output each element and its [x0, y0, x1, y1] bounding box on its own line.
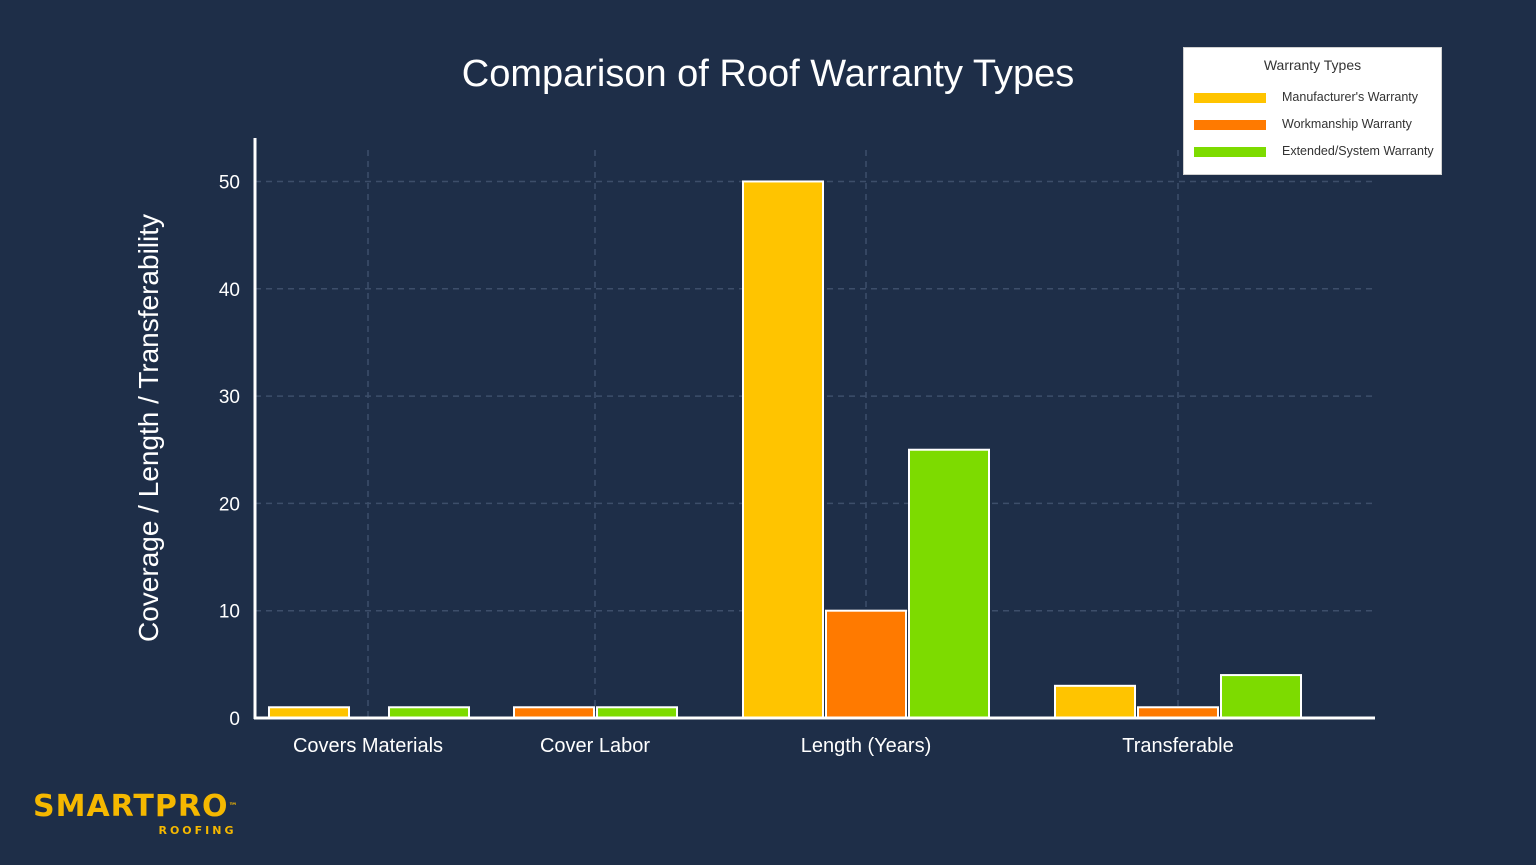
chart-title: Comparison of Roof Warranty Types: [462, 53, 1074, 95]
legend: Warranty Types Manufacturer's Warranty W…: [1183, 47, 1442, 175]
brand-trademark: ™: [228, 802, 239, 812]
y-tick-label: 10: [219, 602, 240, 623]
x-categories: Covers Materials Cover Labor Length (Years…: [293, 735, 1234, 757]
legend-label: Extended/System Warranty: [1282, 144, 1434, 158]
x-category-label: Covers Materials: [293, 735, 443, 757]
x-category-label: Transferable: [1122, 735, 1234, 757]
y-tick-label: 30: [219, 387, 240, 408]
y-tick-label: 20: [219, 494, 240, 515]
y-ticks: 0 10 20 30 40 50: [219, 172, 240, 730]
legend-swatch: [1194, 93, 1266, 103]
legend-swatch: [1194, 120, 1266, 130]
legend-swatch: [1194, 147, 1266, 157]
legend-label: Workmanship Warranty: [1282, 117, 1412, 131]
y-axis-label: Coverage / Length / Transferability: [133, 214, 164, 642]
legend-title: Warranty Types: [1263, 57, 1362, 73]
bar-workmanship-warranty-1: [513, 706, 595, 719]
y-tick-label: 40: [219, 280, 240, 301]
brand-name: SMARTPRO: [33, 789, 229, 824]
legend-label: Manufacturer's Warranty: [1282, 90, 1418, 104]
y-tick-label: 0: [229, 709, 240, 730]
y-tick-label: 50: [219, 172, 240, 193]
x-category-label: Cover Labor: [540, 735, 650, 757]
bars: [268, 180, 1302, 720]
bar-extended-system-warranty-0: [388, 706, 470, 719]
bar-workmanship-warranty-2: [825, 609, 907, 720]
bar-extended-system-warranty-3: [1220, 674, 1302, 719]
brand-tagline: ROOFING: [158, 824, 237, 837]
x-category-label: Length (Years): [801, 735, 931, 757]
bar-manufacturer-s-warranty-0: [268, 706, 350, 719]
bar-workmanship-warranty-3: [1137, 706, 1219, 719]
bar-manufacturer-s-warranty-2: [742, 180, 824, 719]
bar-extended-system-warranty-2: [908, 448, 990, 719]
bar-manufacturer-s-warranty-3: [1054, 684, 1136, 719]
bar-extended-system-warranty-1: [596, 706, 678, 719]
axes: [253, 138, 1375, 720]
brand-logo: SMARTPRO™ ROOFING: [33, 789, 239, 838]
